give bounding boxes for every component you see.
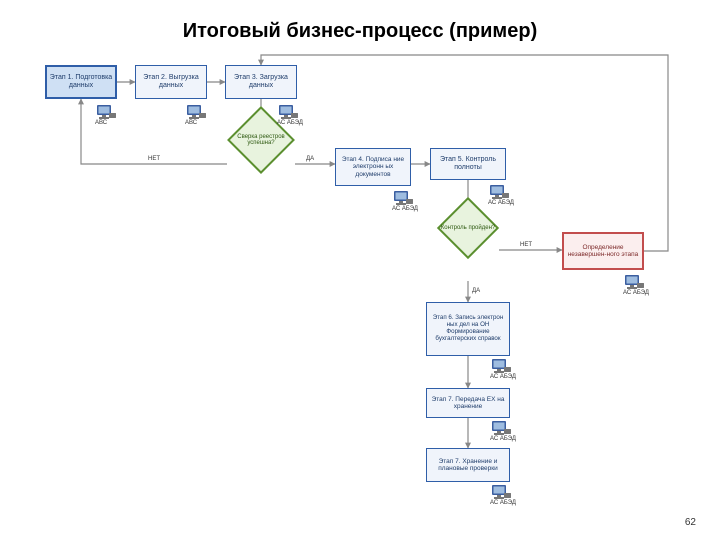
edge-label: НЕТ xyxy=(148,156,160,162)
process-n1: Этап 1. Подготовка данных xyxy=(45,65,117,99)
system-label: АВС xyxy=(185,120,197,126)
edge-label: НЕТ xyxy=(520,242,532,248)
process-n2: Этап 2. Выгрузка данных xyxy=(135,65,207,99)
system-label: АС АБЭД xyxy=(488,200,514,206)
process-n9: Этап 7. Хранение и плановые проверки xyxy=(426,448,510,482)
system-label: АВС xyxy=(95,120,107,126)
process-n8: Этап 7. Передача ЕХ на хранение xyxy=(426,388,510,418)
page-title: Итоговый бизнес-процесс (пример) xyxy=(0,20,720,43)
process-n4: Этап 4. Подписа ние электронн ых докумен… xyxy=(335,148,411,186)
system-label: АС АБЭД xyxy=(277,120,303,126)
process-n5: Этап 5. Контроль полноты xyxy=(430,148,506,180)
process-n7: Этап 6. Запись электрон ных дел на ОН Фо… xyxy=(426,302,510,356)
process-n3: Этап 3. Загрузка данных xyxy=(225,65,297,99)
system-label: АС АБЭД xyxy=(490,374,516,380)
edge-label: ДА xyxy=(306,156,314,162)
page-number: 62 xyxy=(685,517,696,528)
system-label: АС АБЭД xyxy=(490,436,516,442)
system-label: АС АБЭД xyxy=(623,290,649,296)
system-label: АС АБЭД xyxy=(490,500,516,506)
system-label: АС АБЭД xyxy=(392,206,418,212)
edge-label: ДА xyxy=(472,288,480,294)
decision-d2 xyxy=(437,197,499,259)
process-n6: Определение незавершен-ного этапа xyxy=(562,232,644,270)
